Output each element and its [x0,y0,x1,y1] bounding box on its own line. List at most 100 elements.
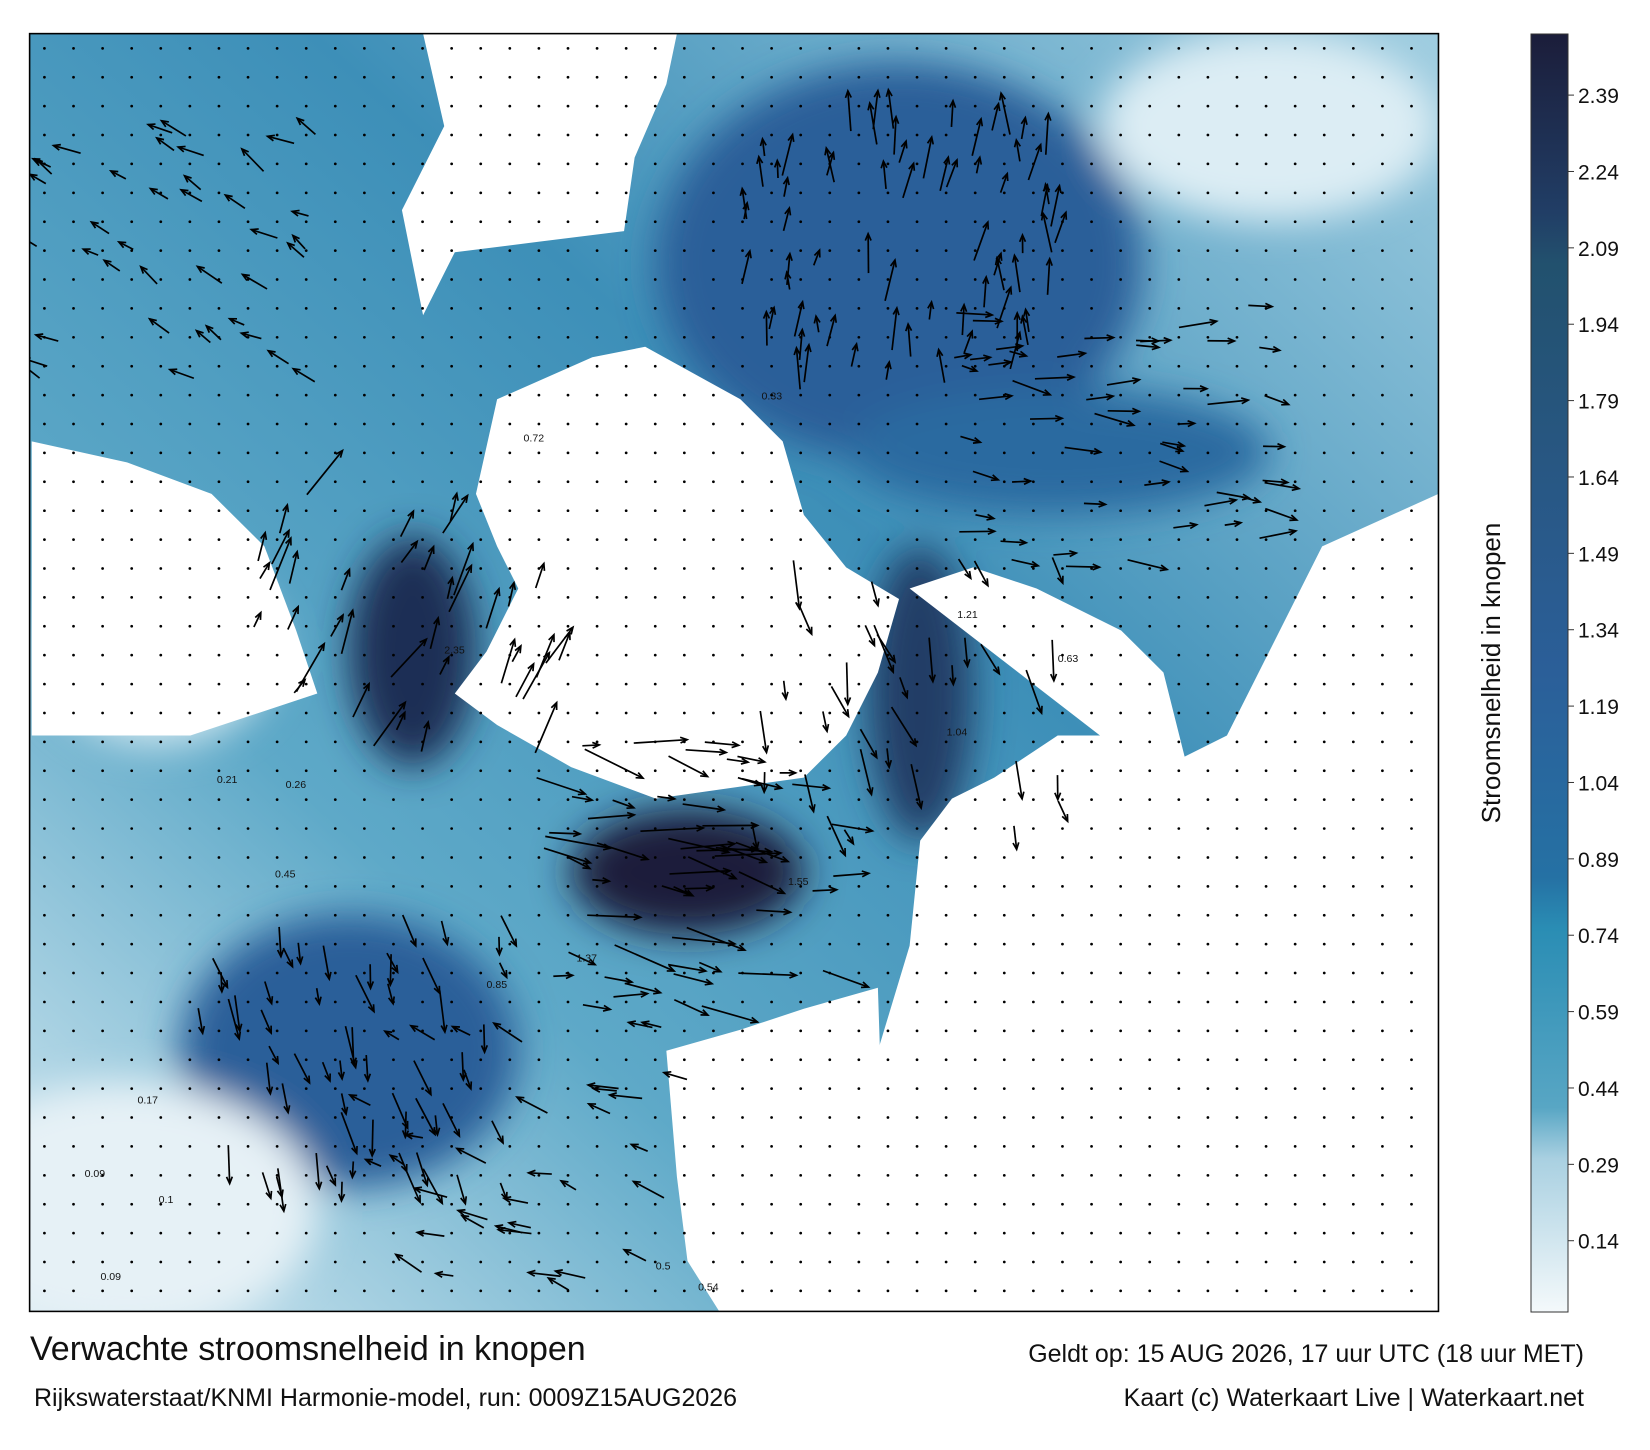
arrow-shaft [498,962,508,978]
arrow-head [367,1004,375,1014]
arrow-shaft [373,701,406,747]
grid-dot [828,624,832,628]
grid-dot [1410,509,1413,513]
grid-dot [857,1058,861,1062]
grid-dot [421,75,424,79]
grid-dot [1206,913,1210,917]
grid-dot [1119,1145,1123,1148]
current-arrow [176,145,204,157]
grid-dot [886,451,890,455]
grid-dot [1293,653,1297,657]
grid-dot [1264,46,1268,50]
grid-dot [1381,971,1384,975]
arrow-head [948,98,957,108]
grid-dot [246,1145,250,1148]
grid-dot [275,1029,279,1033]
grid-dot [363,451,366,455]
current-arrow [1178,419,1197,428]
grid-dot [770,798,773,802]
grid-dot [508,827,512,830]
grid-dot [537,364,541,368]
grid-dot [246,1058,250,1062]
grid-dot [537,1260,541,1264]
grid-dot [973,46,977,50]
arrow-shaft [543,847,591,864]
arrow-shaft [549,831,581,835]
arrow-head [147,317,157,326]
grid-dot [886,509,890,513]
grid-dot [886,162,890,166]
grid-dot [333,1145,337,1148]
grid-dot [537,1029,541,1033]
current-arrow [265,134,295,145]
grid-dot [712,1289,715,1293]
grid-dot [973,1087,977,1090]
grid-dot [973,711,977,715]
arrow-shaft [1024,309,1030,333]
arrow-head [943,155,951,165]
arrow-head [626,802,636,810]
grid-dot [217,451,221,455]
arrow-head [822,723,830,734]
arrow-shaft [287,242,305,258]
grid-dot [857,133,861,137]
grid-dot [973,220,977,224]
current-arrow [850,341,859,367]
grid-dot [363,364,366,368]
arrow-head [966,329,974,339]
grid-dot [915,827,919,830]
arrow-head [839,847,847,858]
grid-dot [973,307,977,310]
arrow-shaft [859,748,873,795]
grid-dot [188,740,192,744]
grid-dot [1061,191,1064,195]
grid-dot [246,249,250,252]
colorbar-tick-label: 0.59 [1578,1002,1619,1025]
arrow-head [407,509,415,519]
grid-dot [1119,249,1123,252]
grid-dot [1002,567,1006,570]
grid-dot [624,1029,628,1033]
arrow-head [782,175,790,186]
grid-dot [712,596,715,599]
grid-dot [1264,567,1268,570]
current-arrow [793,345,801,390]
arrow-head [271,1055,280,1066]
grid-dot [915,1202,919,1206]
grid-dot [450,1000,454,1004]
grid-dot [566,653,570,657]
current-arrow [1135,337,1161,345]
grid-dot [1119,1260,1123,1264]
arrow-shaft [500,915,518,947]
grid-dot [653,133,657,137]
grid-dot [1206,509,1210,513]
current-arrow [592,877,612,885]
colorbar [1530,33,1569,1313]
grid-dot [421,509,424,513]
arrow-shaft [996,345,1023,351]
grid-dot [1031,480,1035,484]
grid-dot [1381,942,1384,946]
grid-dot [595,133,599,137]
grid-dot [1264,711,1268,715]
arrow-head [1199,385,1210,393]
arrow-head [419,637,428,647]
grid-dot [363,162,366,166]
grid-dot [275,278,279,281]
grid-dot [1381,567,1384,570]
grid-dot [944,1087,948,1090]
arrow-head [465,1081,473,1091]
grid-dot [1119,364,1123,368]
grid-dot [624,538,628,541]
grid-dot [624,1289,628,1293]
grid-dot [682,884,686,888]
grid-dot [1293,740,1297,744]
current-arrow [673,999,710,1017]
current-arrow [1025,669,1043,716]
grid-dot [1381,480,1384,484]
arrow-shaft [1262,479,1288,484]
grid-dot [1235,509,1239,513]
arrow-head [704,978,715,986]
grid-dot [682,711,686,715]
grid-dot [857,104,861,108]
